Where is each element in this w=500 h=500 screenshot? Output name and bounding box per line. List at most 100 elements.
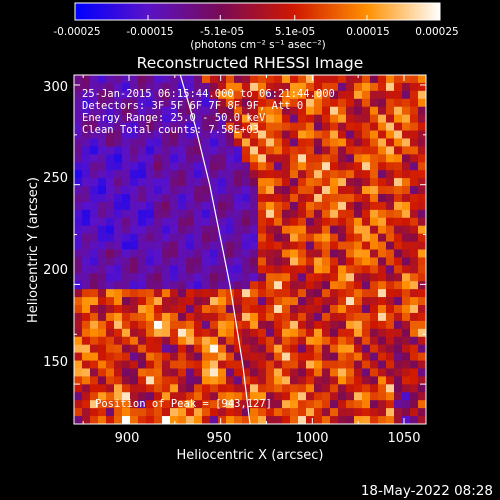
heatmap-cell [418,225,426,235]
heatmap-cell [98,225,107,235]
heatmap-cell [170,360,179,370]
heatmap-cell [386,392,395,401]
heatmap-cell [130,162,139,171]
heatmap-cell [170,241,179,251]
heatmap-cell [154,312,163,322]
heatmap-cell [178,233,187,243]
heatmap-cell [194,400,203,409]
heatmap-cell [306,360,315,370]
heatmap-cell [194,233,203,243]
heatmap-cell [258,241,267,251]
heatmap-cell [82,320,91,330]
heatmap-cell [202,281,211,290]
heatmap-cell [194,249,203,259]
heatmap-cell [298,209,307,219]
heatmap-cell [98,75,107,84]
heatmap-cell [218,273,227,282]
heatmap-cell [386,376,395,385]
heatmap-cell [298,98,307,108]
heatmap-cell [314,320,323,330]
heatmap-cell [98,368,107,378]
heatmap-cell [154,273,163,282]
heatmap-cell [298,297,307,306]
heatmap-cell [178,122,187,132]
heatmap-cell [122,170,131,179]
heatmap-cell [138,130,147,140]
heatmap-cell [410,193,419,203]
heatmap-cell [418,98,426,108]
heatmap-cell [298,273,307,282]
heatmap-cell [106,193,115,203]
heatmap-cell [378,289,387,298]
heatmap-cell [218,320,227,330]
heatmap-cell [218,138,227,147]
heatmap-cell [98,146,107,155]
heatmap-cell [122,336,131,346]
heatmap-cell [378,368,387,378]
heatmap-cell [82,257,91,266]
heatmap-cell [154,360,163,370]
heatmap-cell [250,344,259,354]
heatmap-cell [274,352,283,362]
heatmap-cell [306,281,315,290]
heatmap-cell [82,75,91,84]
heatmap-cell [178,114,187,124]
heatmap-cell [130,336,139,346]
heatmap-cell [162,281,171,290]
heatmap-cell [314,122,323,132]
heatmap-cell [234,225,243,235]
heatmap-cell [378,297,387,306]
heatmap-cell [210,114,219,124]
heatmap-cell [322,217,331,227]
heatmap-cell [170,217,179,227]
heatmap-cell [210,122,219,132]
heatmap-cell [282,217,291,227]
heatmap-cell [202,225,211,235]
heatmap-cell [194,273,203,282]
heatmap-cell [274,281,283,290]
heatmap-cell [354,312,363,322]
heatmap-cell [306,416,315,424]
heatmap-cell [138,289,147,298]
heatmap-cell [306,75,315,84]
heatmap-cell [250,408,259,417]
heatmap-cell [282,75,291,84]
heatmap-cell [186,368,195,378]
heatmap-cell [410,257,419,266]
heatmap-cell [234,162,243,171]
heatmap-cell [418,289,426,298]
heatmap-cell [386,320,395,330]
heatmap-cell [82,138,91,147]
heatmap-cell [218,384,227,393]
heatmap-cell [178,193,187,203]
heatmap-cell [322,186,331,195]
heatmap-cell [386,336,395,346]
heatmap-cell [258,408,267,417]
heatmap-cell [106,281,115,290]
heatmap-cell [178,312,187,322]
heatmap-cell [106,130,115,140]
heatmap-cell [170,305,179,314]
heatmap-cell [298,344,307,354]
heatmap-cell [74,170,83,179]
heatmap-cell [394,106,403,116]
heatmap-cell [290,225,299,235]
heatmap-cell [362,376,371,385]
heatmap-cell [282,225,291,235]
heatmap-cell [338,336,347,346]
heatmap-cell [146,130,155,140]
heatmap-cell [418,186,426,195]
heatmap-cell [130,233,139,243]
heatmap-cell [250,138,259,147]
heatmap-cell [266,90,275,100]
heatmap-cell [250,305,259,314]
heatmap-cell [162,392,171,401]
heatmap-cell [418,249,426,259]
heatmap-cell [266,249,275,259]
heatmap-cell [146,241,155,251]
heatmap-cell [274,114,283,124]
heatmap-cell [74,154,83,163]
heatmap-cell [74,320,83,330]
heatmap-cell [90,90,99,100]
heatmap-cell [146,233,155,243]
